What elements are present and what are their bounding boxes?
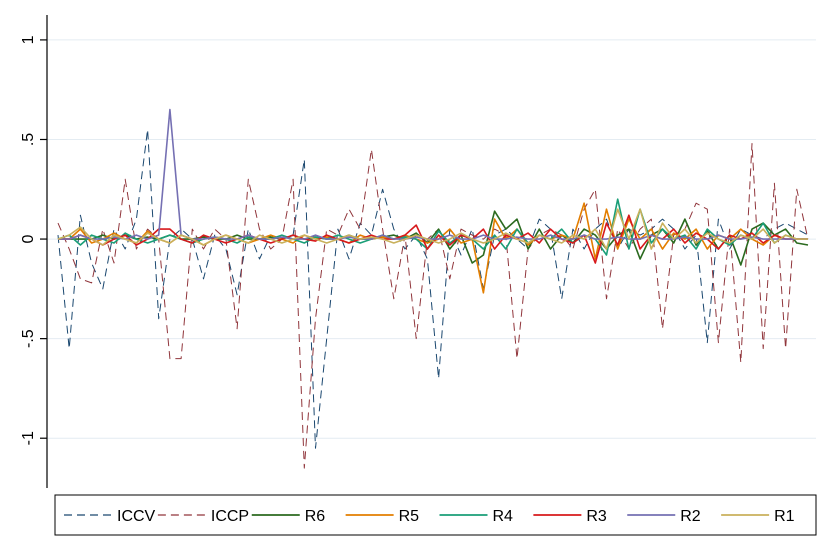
series-line-iccv <box>57 129 809 449</box>
legend-label-r5: R5 <box>399 508 420 525</box>
series-lines <box>57 108 809 469</box>
legend-label-iccv: ICCV <box>117 508 156 525</box>
legend-label-r2: R2 <box>680 508 701 525</box>
y-tick-label: .5 <box>20 133 37 146</box>
legend-label-r6: R6 <box>305 508 326 525</box>
legend-label-r1: R1 <box>774 508 795 525</box>
series-line-iccp <box>57 143 809 469</box>
series-line-r1 <box>57 208 808 250</box>
y-tick-label: 1 <box>20 35 37 44</box>
series-line-r3 <box>58 214 808 264</box>
y-axis: 1 .5 0 -.5 -1 <box>20 15 48 488</box>
legend-box <box>54 494 817 536</box>
y-tick-label: -.5 <box>20 329 37 348</box>
legend-label-r3: R3 <box>586 508 607 525</box>
legend-label-r4: R4 <box>493 508 514 525</box>
legend: ICCV ICCP R6 R5 R4 R3 R2 R1 <box>54 494 817 536</box>
y-tick-label: 0 <box>20 235 37 244</box>
y-tick-label: -1 <box>20 431 37 445</box>
legend-label-iccp: ICCP <box>211 508 249 525</box>
